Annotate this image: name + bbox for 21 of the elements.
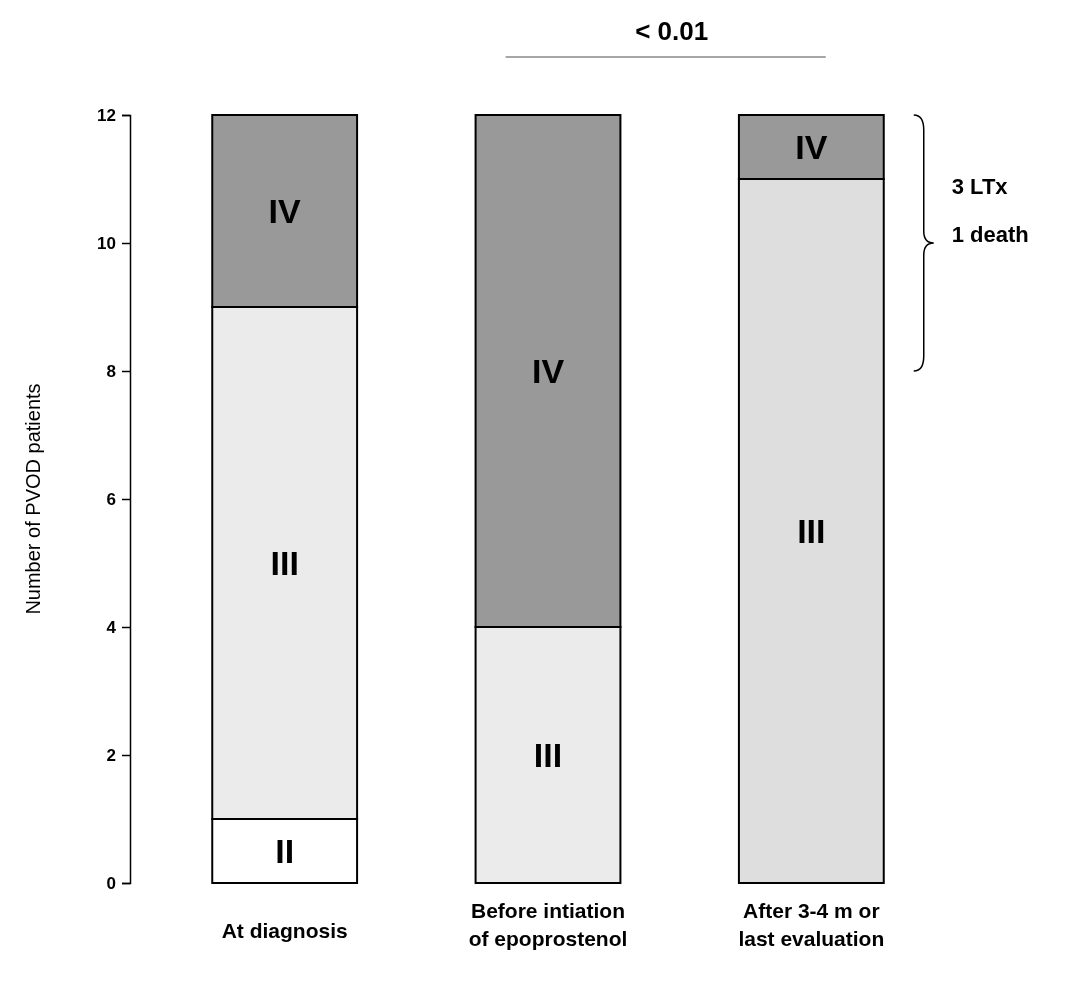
- y-tick-label: 4: [106, 617, 117, 637]
- series-label: IV: [795, 128, 828, 166]
- series-label: II: [275, 832, 295, 870]
- text: III: [797, 512, 826, 550]
- text: 3 LTx: [951, 174, 1009, 199]
- series-label: III: [270, 544, 299, 582]
- y-tick-label: 0: [106, 873, 116, 893]
- x-tick-label: After 3-4 m or last evaluation: [738, 899, 885, 950]
- y-tick-label: 2: [106, 745, 116, 765]
- text: III: [533, 736, 563, 774]
- text: IV: [531, 352, 565, 390]
- y-tick-label: 10: [97, 233, 116, 253]
- x-tick-label: Before intiation of epoprostenol: [468, 899, 628, 950]
- text: 1 death: [951, 222, 1029, 247]
- y-tick-label: 8: [106, 361, 116, 381]
- y-tick-label: 12: [97, 105, 116, 125]
- text: < 0.01: [635, 16, 709, 46]
- y-axis-title: Number of PVOD patients: [22, 383, 44, 615]
- y-tick-label: 6: [106, 489, 116, 509]
- text: IV: [268, 192, 301, 230]
- x-tick-label: At diagnosis: [221, 919, 348, 942]
